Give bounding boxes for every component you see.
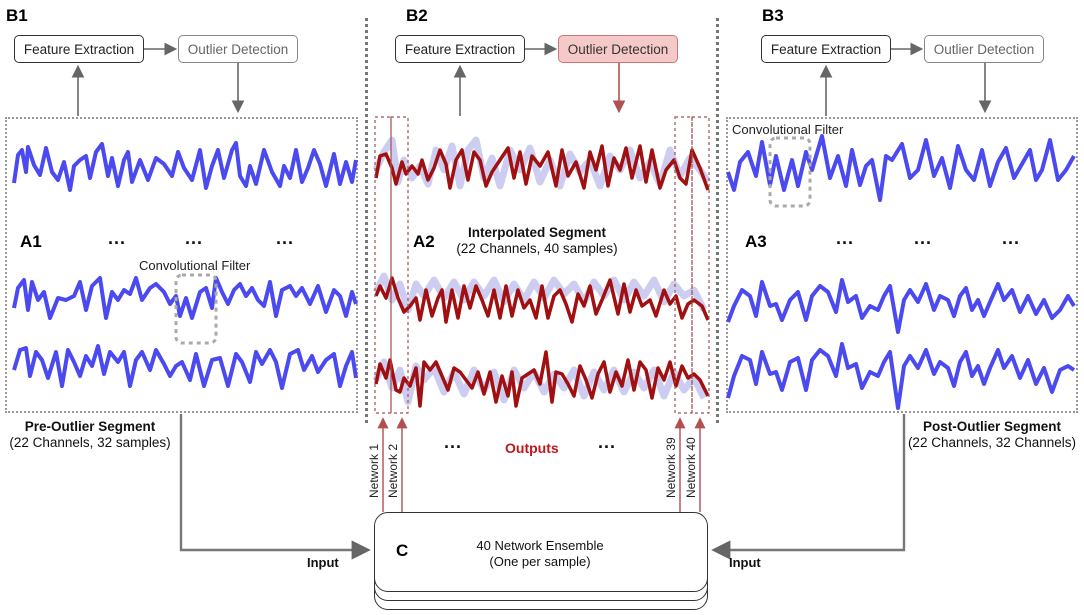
- segment-label-a3: A3: [745, 232, 767, 251]
- network-label-1: Network 1: [367, 443, 381, 498]
- b2-arrows: [453, 42, 626, 116]
- panel-label-b3: B3: [762, 6, 784, 25]
- outlier-detection-box-b1[interactable]: Outlier Detection: [178, 35, 298, 63]
- outputs-label: Outputs: [505, 440, 559, 456]
- caption-a3-title: Post-Outlier Segment: [922, 419, 1062, 434]
- caption-a2-subtitle: (22 Channels, 40 samples): [456, 241, 618, 256]
- filter-label-a1: Convolutional Filter: [139, 258, 251, 273]
- ensemble-title: 40 Network Ensemble: [476, 538, 604, 553]
- a2-interpolated-waveforms: [374, 144, 710, 408]
- convolutional-filter-a1: [174, 273, 218, 345]
- caption-a2-title: Interpolated Segment: [467, 225, 607, 240]
- b3-arrows: [819, 42, 992, 116]
- segment-frame-a1: [5, 117, 358, 413]
- caption-a3: Post-Outlier Segment (22 Channels, 32 Ch…: [902, 419, 1082, 451]
- network-windows: [374, 116, 710, 414]
- a3-waveforms: [726, 134, 1076, 410]
- ensemble-subtitle: (One per sample): [489, 554, 591, 569]
- outputs-ellipsis-right: ...: [598, 432, 617, 452]
- feature-extraction-box-b1[interactable]: Feature Extraction: [14, 35, 144, 63]
- ensemble-label-c: C: [396, 541, 409, 560]
- ensemble-card[interactable]: [374, 512, 708, 592]
- network-label-39: Network 39: [664, 437, 678, 498]
- ellipsis-a3-2: ...: [914, 228, 933, 248]
- a1-waveforms: [12, 141, 358, 390]
- separator-right: [716, 18, 719, 423]
- caption-a1-subtitle: (22 Channels, 32 samples): [9, 435, 171, 450]
- outlier-detection-box-b2[interactable]: Outlier Detection: [558, 35, 678, 63]
- feature-extraction-box-b2[interactable]: Feature Extraction: [395, 35, 525, 63]
- feature-extraction-box-b3[interactable]: Feature Extraction: [761, 35, 891, 63]
- network-label-40: Network 40: [684, 437, 698, 498]
- caption-a1-title: Pre-Outlier Segment: [24, 419, 156, 434]
- outlier-detection-box-b3[interactable]: Outlier Detection: [924, 35, 1044, 63]
- caption-a2: Interpolated Segment (22 Channels, 40 sa…: [442, 225, 632, 257]
- input-label-right: Input: [729, 555, 761, 570]
- network-label-2: Network 2: [386, 443, 400, 498]
- panel-label-b1: B1: [6, 6, 28, 25]
- segment-frame-a3: [726, 117, 1078, 413]
- filter-label-a3: Convolutional Filter: [732, 122, 844, 137]
- convolutional-filter-a3: [768, 136, 812, 208]
- ellipsis-a1-1: ...: [108, 228, 127, 248]
- ellipsis-a1-3: ...: [276, 228, 295, 248]
- b1-arrows: [71, 42, 245, 116]
- segment-label-a1: A1: [20, 232, 42, 251]
- ellipsis-a3-3: ...: [1002, 228, 1021, 248]
- outputs-ellipsis-left: ...: [444, 432, 463, 452]
- separator-left: [365, 18, 368, 423]
- caption-a3-subtitle: (22 Channels, 32 Channels): [907, 435, 1077, 450]
- segment-label-a2: A2: [413, 232, 435, 251]
- caption-a1: Pre-Outlier Segment (22 Channels, 32 sam…: [0, 419, 180, 451]
- ellipsis-a3-1: ...: [836, 228, 855, 248]
- output-arrows: [377, 417, 706, 512]
- ellipsis-a1-2: ...: [185, 228, 204, 248]
- panel-label-b2: B2: [406, 6, 428, 25]
- input-arrows: [179, 414, 906, 560]
- input-label-left: Input: [307, 555, 339, 570]
- ensemble-caption: 40 Network Ensemble (One per sample): [440, 538, 640, 570]
